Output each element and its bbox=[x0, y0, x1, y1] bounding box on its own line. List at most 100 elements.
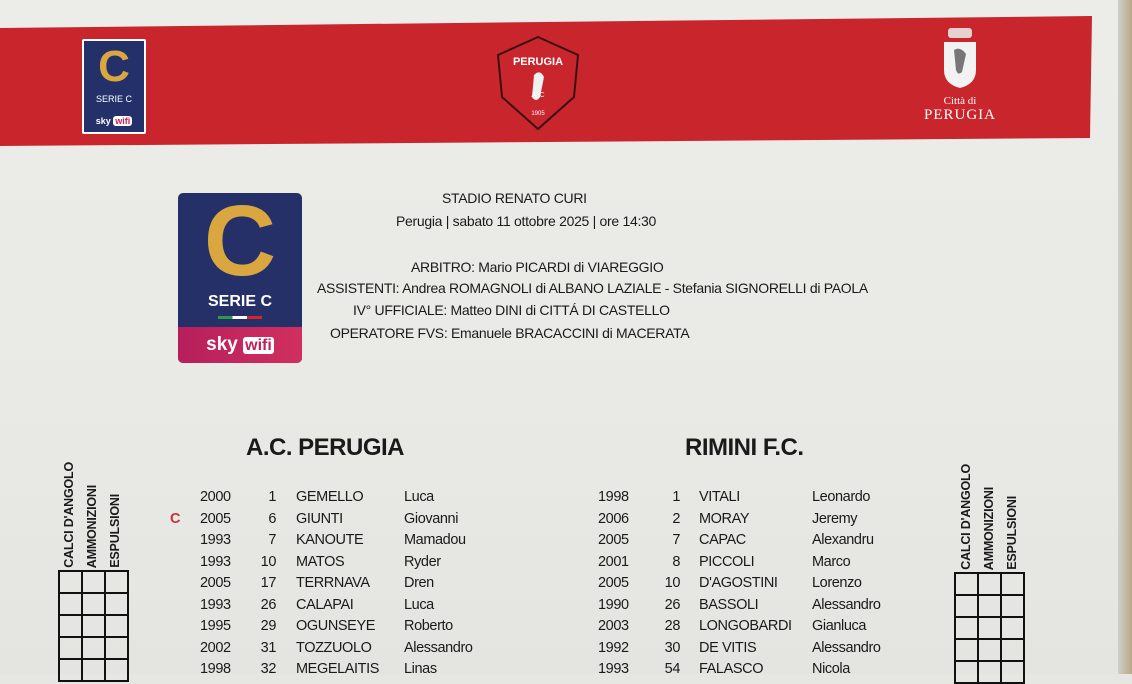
stat-cell[interactable] bbox=[977, 572, 1002, 596]
city-logo-line1: Città di bbox=[943, 95, 977, 107]
player-birth-year: 2005 bbox=[200, 510, 231, 527]
player-birth-year: 1993 bbox=[200, 553, 231, 570]
player-birth-year: 1990 bbox=[598, 596, 629, 613]
stat-cell[interactable] bbox=[1000, 594, 1025, 618]
player-birth-year: 1998 bbox=[598, 489, 629, 505]
stat-cell[interactable] bbox=[954, 660, 979, 684]
serie-c-logo-small: C SERIE C sky wifi bbox=[82, 39, 146, 134]
away-stats-grid bbox=[954, 572, 1025, 684]
player-row: 2006 2 MORAY Jeremy bbox=[0, 510, 858, 531]
player-number: 6 bbox=[268, 510, 276, 527]
player-number: 30 bbox=[664, 639, 681, 656]
city-logo-line2: PERUGIA bbox=[923, 107, 996, 123]
player-number: 54 bbox=[664, 661, 681, 677]
stat-cell[interactable] bbox=[977, 660, 1002, 684]
player-number: 7 bbox=[672, 532, 680, 548]
away-stats-labels: CALCI D'ANGOLO AMMONIZIONI ESPULSIONI bbox=[955, 450, 1027, 570]
stat-cell[interactable] bbox=[58, 570, 83, 594]
player-number: 29 bbox=[260, 618, 277, 634]
stat-cell[interactable] bbox=[81, 570, 106, 594]
player-row: 1993 26 CALAPAI Luca bbox=[0, 596, 434, 617]
stat-cell[interactable] bbox=[81, 592, 106, 616]
player-birth-year: 2003 bbox=[598, 618, 629, 634]
stat-cell[interactable] bbox=[81, 614, 106, 638]
stat-cell[interactable] bbox=[1000, 572, 1025, 596]
expulsions-label: ESPULSIONI bbox=[1005, 496, 1019, 570]
player-number: 1 bbox=[268, 489, 276, 505]
player-first-name: Nicola bbox=[812, 661, 850, 677]
home-team-name: A.C. PERUGIA bbox=[246, 434, 405, 461]
assistants: ASSISTENTI: Andrea ROMAGNOLI di ALBANO L… bbox=[317, 280, 868, 296]
player-row: 1992 30 DE VITIS Alessandro bbox=[0, 639, 881, 660]
player-surname: CALAPAI bbox=[296, 596, 354, 613]
stat-cell[interactable] bbox=[58, 614, 83, 638]
stat-cell[interactable] bbox=[977, 638, 1002, 662]
serie-c-logo-large: C SERIE C sky wifi bbox=[178, 193, 302, 363]
player-surname: TOZZUOLO bbox=[296, 639, 372, 656]
sky-wifi-badge: sky wifi bbox=[178, 327, 302, 363]
stat-cell[interactable] bbox=[58, 658, 83, 682]
player-first-name: Luca bbox=[404, 489, 434, 505]
player-surname: DE VITIS bbox=[699, 639, 757, 656]
player-row: 2001 8 PICCOLI Marco bbox=[0, 553, 851, 574]
stat-cell[interactable] bbox=[104, 614, 129, 638]
player-first-name: Gianluca bbox=[812, 618, 867, 634]
sky-wifi-badge: sky wifi bbox=[84, 110, 144, 132]
player-row: 1993 10 MATOS Ryder bbox=[0, 553, 441, 574]
stat-cell[interactable] bbox=[977, 594, 1002, 618]
stat-cell[interactable] bbox=[1000, 660, 1025, 684]
player-surname: D'AGOSTINI bbox=[699, 575, 778, 591]
player-number: 7 bbox=[268, 532, 276, 548]
player-first-name: Luca bbox=[404, 596, 434, 613]
stat-cell[interactable] bbox=[81, 636, 106, 660]
player-number: 31 bbox=[260, 639, 277, 656]
player-surname: PICCOLI bbox=[699, 553, 755, 570]
player-surname: LONGOBARDI bbox=[699, 618, 792, 634]
player-first-name: Ryder bbox=[404, 553, 441, 570]
stat-cell[interactable] bbox=[104, 570, 129, 594]
home-stats-grid bbox=[58, 570, 129, 682]
stat-cell[interactable] bbox=[104, 636, 129, 660]
player-row: 2005 10 D'AGOSTINI Lorenzo bbox=[0, 574, 862, 595]
stat-cell[interactable] bbox=[1000, 638, 1025, 662]
tricolor-stripe bbox=[218, 316, 262, 319]
stat-cell[interactable] bbox=[977, 616, 1002, 640]
svg-text:1905: 1905 bbox=[531, 111, 545, 117]
stat-cell[interactable] bbox=[954, 616, 979, 640]
stat-cell[interactable] bbox=[954, 638, 979, 662]
player-birth-year: 1992 bbox=[598, 639, 629, 656]
stat-cell[interactable] bbox=[1000, 616, 1025, 640]
citta-di-perugia-logo: Città di PERUGIA bbox=[920, 28, 1000, 133]
player-birth-year: 1993 bbox=[200, 532, 231, 548]
stat-cell[interactable] bbox=[954, 594, 979, 618]
player-birth-year: 1993 bbox=[200, 596, 231, 613]
stat-cell[interactable] bbox=[104, 658, 129, 682]
stat-cell[interactable] bbox=[954, 572, 979, 596]
player-row: 1993 7 KANOUTE Mamadou bbox=[0, 531, 466, 552]
player-surname: CAPAC bbox=[699, 532, 746, 548]
player-row: 2000 1 GEMELLO Luca bbox=[0, 488, 434, 509]
player-birth-year: 1993 bbox=[598, 661, 629, 677]
player-first-name: Linas bbox=[404, 661, 437, 677]
player-surname: BASSOLI bbox=[699, 596, 759, 613]
player-birth-year: 2006 bbox=[598, 510, 629, 527]
player-birth-year: 2000 bbox=[200, 489, 231, 505]
stat-cell[interactable] bbox=[58, 592, 83, 616]
stat-cell[interactable] bbox=[58, 636, 83, 660]
player-surname: FALASCO bbox=[699, 661, 764, 677]
logo-serie-c-text: SERIE C bbox=[95, 94, 132, 104]
player-number: 26 bbox=[260, 596, 277, 613]
stat-cell[interactable] bbox=[104, 592, 129, 616]
stat-cell[interactable] bbox=[81, 658, 106, 682]
player-row: 1998 1 VITALI Leonardo bbox=[0, 488, 870, 509]
player-surname: OGUNSEYE bbox=[296, 618, 375, 634]
expulsions-label: ESPULSIONI bbox=[108, 494, 122, 568]
player-surname: VITALI bbox=[699, 489, 740, 505]
player-first-name: Roberto bbox=[404, 618, 453, 634]
player-first-name: Alessandro bbox=[812, 639, 881, 656]
player-row: 1990 26 BASSOLI Alessandro bbox=[0, 596, 881, 617]
player-surname: MORAY bbox=[699, 510, 750, 527]
player-birth-year: 2005 bbox=[200, 575, 231, 591]
stadium: STADIO RENATO CURI bbox=[442, 190, 587, 206]
player-number: 8 bbox=[672, 553, 680, 570]
